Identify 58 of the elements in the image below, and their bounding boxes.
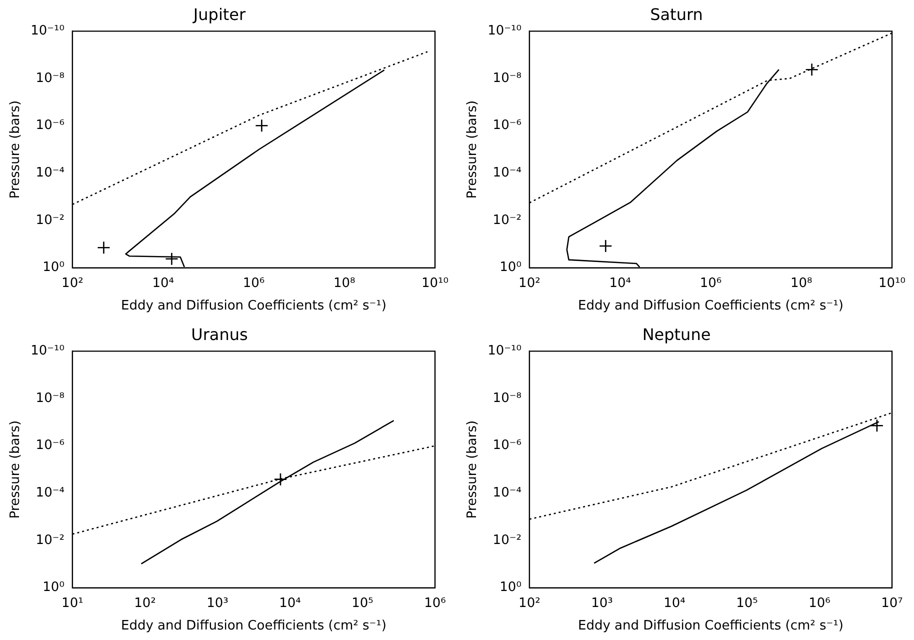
chart-title: Jupiter <box>192 4 246 24</box>
x-tick-label: 10² <box>62 276 84 291</box>
y-axis-title: Pressure (bars) <box>465 100 480 199</box>
x-tick-label: 10⁴ <box>664 596 686 611</box>
x-axis-title: Eddy and Diffusion Coefficients (cm² s⁻¹) <box>121 298 386 314</box>
chart-title: Neptune <box>642 324 711 344</box>
y-tick-label: 10⁻² <box>36 212 64 228</box>
x-axis-title: Eddy and Diffusion Coefficients (cm² s⁻¹) <box>121 618 386 634</box>
x-tick-label: 10⁵ <box>352 596 374 611</box>
chart-title: Saturn <box>650 4 703 24</box>
y-tick-label: 10⁻⁴ <box>36 166 64 181</box>
x-tick-label: 10⁴ <box>609 276 631 291</box>
y-tick-label: 10⁻¹⁰ <box>488 344 522 359</box>
y-axis-title: Pressure (bars) <box>8 100 24 199</box>
x-tick-label: 10⁶ <box>808 596 830 611</box>
x-tick-label: 10¹⁰ <box>422 276 448 291</box>
x-tick-label: 10⁵ <box>736 596 758 611</box>
y-tick-label: 10⁻⁴ <box>492 486 522 501</box>
x-tick-label: 10³ <box>206 596 228 611</box>
x-tick-label: 10² <box>518 276 540 291</box>
y-tick-label: 10⁻² <box>36 532 64 548</box>
y-tick-label: 10⁻⁸ <box>492 390 522 406</box>
y-axis-title: Pressure (bars) <box>465 420 480 519</box>
y-tick-label: 10⁻⁴ <box>36 486 64 501</box>
x-tick-label: 10⁶ <box>700 276 722 291</box>
y-tick-label: 10⁰ <box>42 260 64 276</box>
chart-title: Uranus <box>191 324 248 344</box>
x-tick-label: 10³ <box>591 596 613 611</box>
y-tick-label: 10⁻¹⁰ <box>30 24 64 39</box>
x-axis-title: Eddy and Diffusion Coefficients (cm² s⁻¹) <box>578 618 844 634</box>
x-tick-label: 10⁸ <box>790 276 812 291</box>
x-tick-label: 10⁷ <box>881 596 903 611</box>
x-tick-label: 10⁶ <box>242 276 265 291</box>
y-tick-label: 10⁻⁶ <box>36 438 64 454</box>
y-tick-label: 10⁰ <box>500 260 522 276</box>
y-tick-label: 10⁻⁶ <box>492 118 522 134</box>
y-tick-label: 10⁻⁸ <box>36 70 64 86</box>
x-tick-label: 10⁶ <box>424 596 446 611</box>
y-tick-label: 10⁻⁶ <box>36 118 64 134</box>
y-tick-label: 10⁻⁶ <box>492 438 522 454</box>
y-axis-title: Pressure (bars) <box>8 420 24 519</box>
x-tick-label: 10⁸ <box>333 276 356 291</box>
x-tick-label: 10⁴ <box>279 596 301 611</box>
y-tick-label: 10⁻¹⁰ <box>30 344 64 359</box>
x-tick-label: 10² <box>134 596 156 611</box>
x-tick-label: 10⁴ <box>152 276 174 291</box>
y-tick-label: 10⁻⁸ <box>492 70 522 86</box>
y-tick-label: 10⁰ <box>42 580 64 596</box>
y-tick-label: 10⁻² <box>492 212 522 228</box>
y-tick-label: 10⁻⁴ <box>492 166 522 181</box>
y-tick-label: 10⁻² <box>492 532 522 548</box>
x-tick-label: 10¹⁰ <box>878 276 906 291</box>
x-tick-label: 10¹ <box>62 596 84 611</box>
x-axis-title: Eddy and Diffusion Coefficients (cm² s⁻¹) <box>578 298 844 314</box>
y-tick-label: 10⁰ <box>500 580 522 596</box>
x-tick-label: 10² <box>518 596 540 611</box>
y-tick-label: 10⁻¹⁰ <box>488 24 522 39</box>
y-tick-label: 10⁻⁸ <box>36 390 64 406</box>
